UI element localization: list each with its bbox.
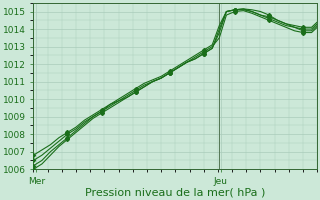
X-axis label: Pression niveau de la mer( hPa ): Pression niveau de la mer( hPa ) [85,187,266,197]
